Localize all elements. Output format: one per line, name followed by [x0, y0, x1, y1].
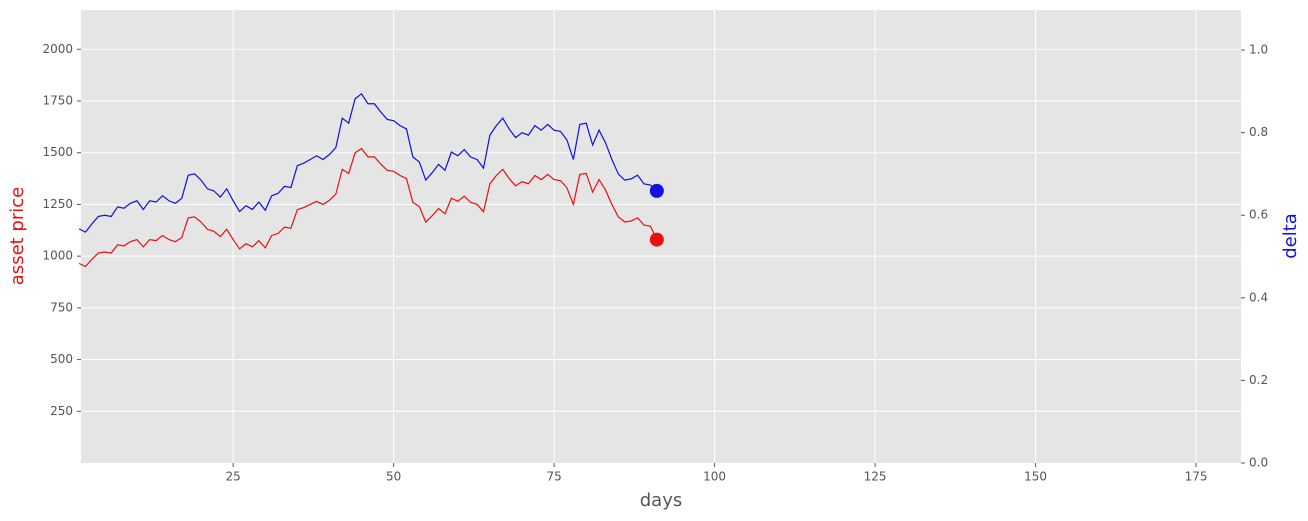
y2-tick-label: 0.8: [1249, 125, 1268, 139]
y-tick-label: 1250: [42, 197, 73, 211]
y-tick-label: 250: [50, 404, 73, 418]
line: [78, 147, 658, 268]
x-tick-label: 75: [546, 470, 561, 484]
x-tick-label: 50: [386, 470, 401, 484]
x-tick-label: 100: [703, 470, 726, 484]
x-tick-label: 175: [1185, 470, 1208, 484]
y-tick-label: 500: [50, 352, 73, 366]
y-tick-label: 1500: [42, 145, 73, 159]
y2-tick-label: 0.6: [1249, 208, 1268, 222]
x-tick-label: 125: [864, 470, 887, 484]
y2-tick-label: 0.2: [1249, 373, 1268, 387]
x-tick-label: 150: [1024, 470, 1047, 484]
y-tick-label: 1750: [42, 94, 73, 108]
y2-tick-label: 0.4: [1249, 290, 1268, 304]
end-marker: [649, 232, 664, 247]
y2-axis-label: delta: [1280, 213, 1301, 259]
x-axis-label: days: [640, 490, 683, 511]
y2-tick-label: 0.0: [1249, 456, 1268, 470]
x-tick-label: 25: [226, 470, 241, 484]
y-tick-label: 750: [50, 300, 73, 314]
line: [78, 92, 658, 233]
y-tick-label: 1000: [42, 249, 73, 263]
y2-tick-label: 1.0: [1249, 43, 1268, 57]
end-marker: [649, 183, 664, 198]
y-tick-label: 2000: [42, 42, 73, 56]
y-axis-label: asset price: [7, 187, 28, 285]
